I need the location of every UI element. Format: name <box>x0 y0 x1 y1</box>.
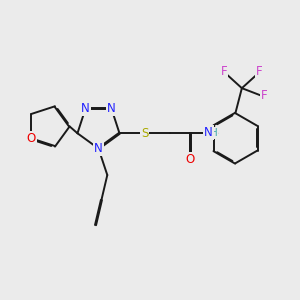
Text: O: O <box>27 132 36 146</box>
Text: N: N <box>81 102 90 115</box>
Text: N: N <box>204 126 213 139</box>
Text: H: H <box>210 128 218 138</box>
Text: O: O <box>185 153 195 166</box>
Text: N: N <box>94 142 103 155</box>
Text: F: F <box>221 64 227 78</box>
Text: N: N <box>107 102 116 115</box>
Text: F: F <box>256 64 263 78</box>
Text: F: F <box>261 89 267 102</box>
Text: S: S <box>141 127 148 140</box>
